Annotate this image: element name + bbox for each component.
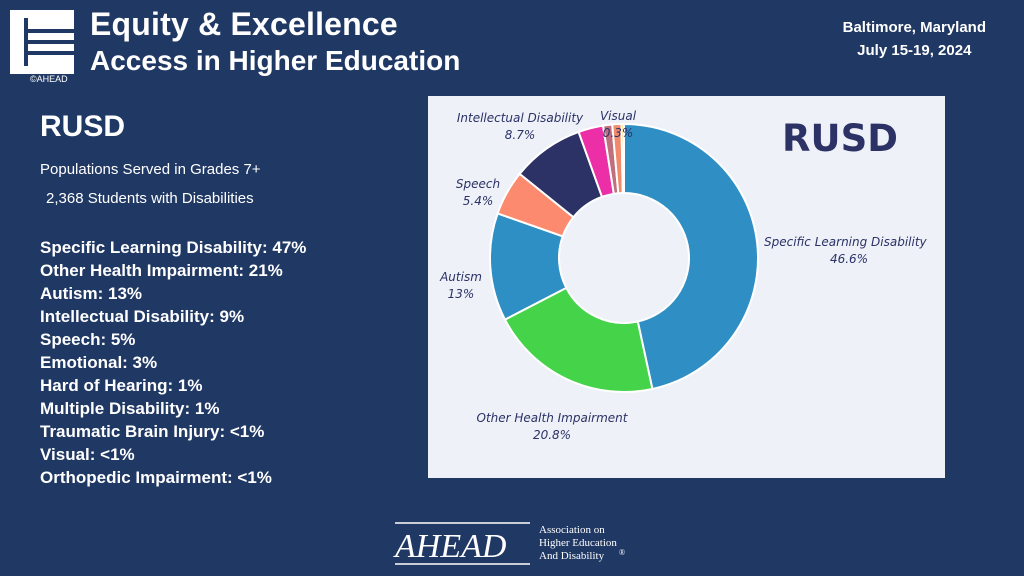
copyright-text: ©AHEAD — [30, 74, 68, 84]
slice-label: Other Health Impairment — [477, 411, 629, 425]
slice-value-label: 5.4% — [463, 194, 494, 208]
stat-item: Specific Learning Disability: 47% — [40, 238, 307, 257]
students-count: 2,368 Students with Disabilities — [46, 190, 254, 207]
slice-specific-learning-disability — [623, 122, 759, 391]
event-dates: July 15-19, 2024 — [857, 42, 972, 59]
slice-visual — [620, 122, 625, 195]
slice-label: Intellectual Disability — [457, 111, 584, 125]
stat-item: Orthopedic Impairment: <1% — [40, 468, 272, 487]
conference-subtitle: Access in Higher Education — [90, 45, 461, 76]
stats-list: Specific Learning Disability: 47% Other … — [40, 236, 306, 489]
event-info: Baltimore, Maryland July 15-19, 2024 — [843, 16, 986, 62]
donut-chart: RUSD Specific Learning Disability 46.6% Ot… — [439, 109, 928, 442]
slice-value-label: 0.3% — [603, 126, 634, 140]
ahead-footer-logo: AHEAD Association on Higher Education An… — [393, 522, 625, 565]
slice-value-label: 8.7% — [505, 128, 536, 142]
footer-org-line1: Association on — [539, 524, 605, 536]
stat-item: Other Health Impairment: 21% — [40, 261, 283, 280]
chart-title: RUSD — [782, 117, 898, 160]
footer-org-line3: And Disability — [539, 550, 605, 562]
footer-org-line2: Higher Education — [539, 537, 617, 549]
footer-registered-mark: ® — [619, 548, 625, 557]
event-location: Baltimore, Maryland — [842, 19, 986, 36]
footer-logo-text: AHEAD — [393, 528, 507, 565]
slice-label: Specific Learning Disability — [764, 235, 928, 249]
conference-title: Equity & Excellence — [90, 6, 398, 42]
slice-value-label: 20.8% — [533, 428, 571, 442]
stat-item: Emotional: 3% — [40, 353, 158, 372]
stat-item: Visual: <1% — [40, 445, 135, 464]
slice-label: Autism — [439, 270, 482, 284]
slice-value-label: 46.6% — [830, 252, 868, 266]
slice-other-health-impairment — [503, 286, 654, 393]
stat-item: Autism: 13% — [40, 284, 143, 303]
stat-item: Intellectual Disability: 9% — [40, 307, 245, 326]
stat-item: Multiple Disability: 1% — [40, 399, 220, 418]
populations-subtitle: Populations Served in Grades 7+ — [40, 161, 261, 178]
stat-item: Hard of Hearing: 1% — [40, 376, 203, 395]
slice-value-label: 13% — [448, 287, 475, 301]
ahead-logo-icon — [10, 10, 74, 74]
stat-item: Speech: 5% — [40, 330, 136, 349]
page-title: RUSD — [40, 110, 126, 143]
stat-item: Traumatic Brain Injury: <1% — [40, 422, 265, 441]
donut-chart-panel: RUSD Specific Learning Disability 46.6% Ot… — [428, 96, 945, 478]
slice-label: Speech — [456, 177, 500, 191]
slice-label: Visual — [600, 109, 637, 123]
